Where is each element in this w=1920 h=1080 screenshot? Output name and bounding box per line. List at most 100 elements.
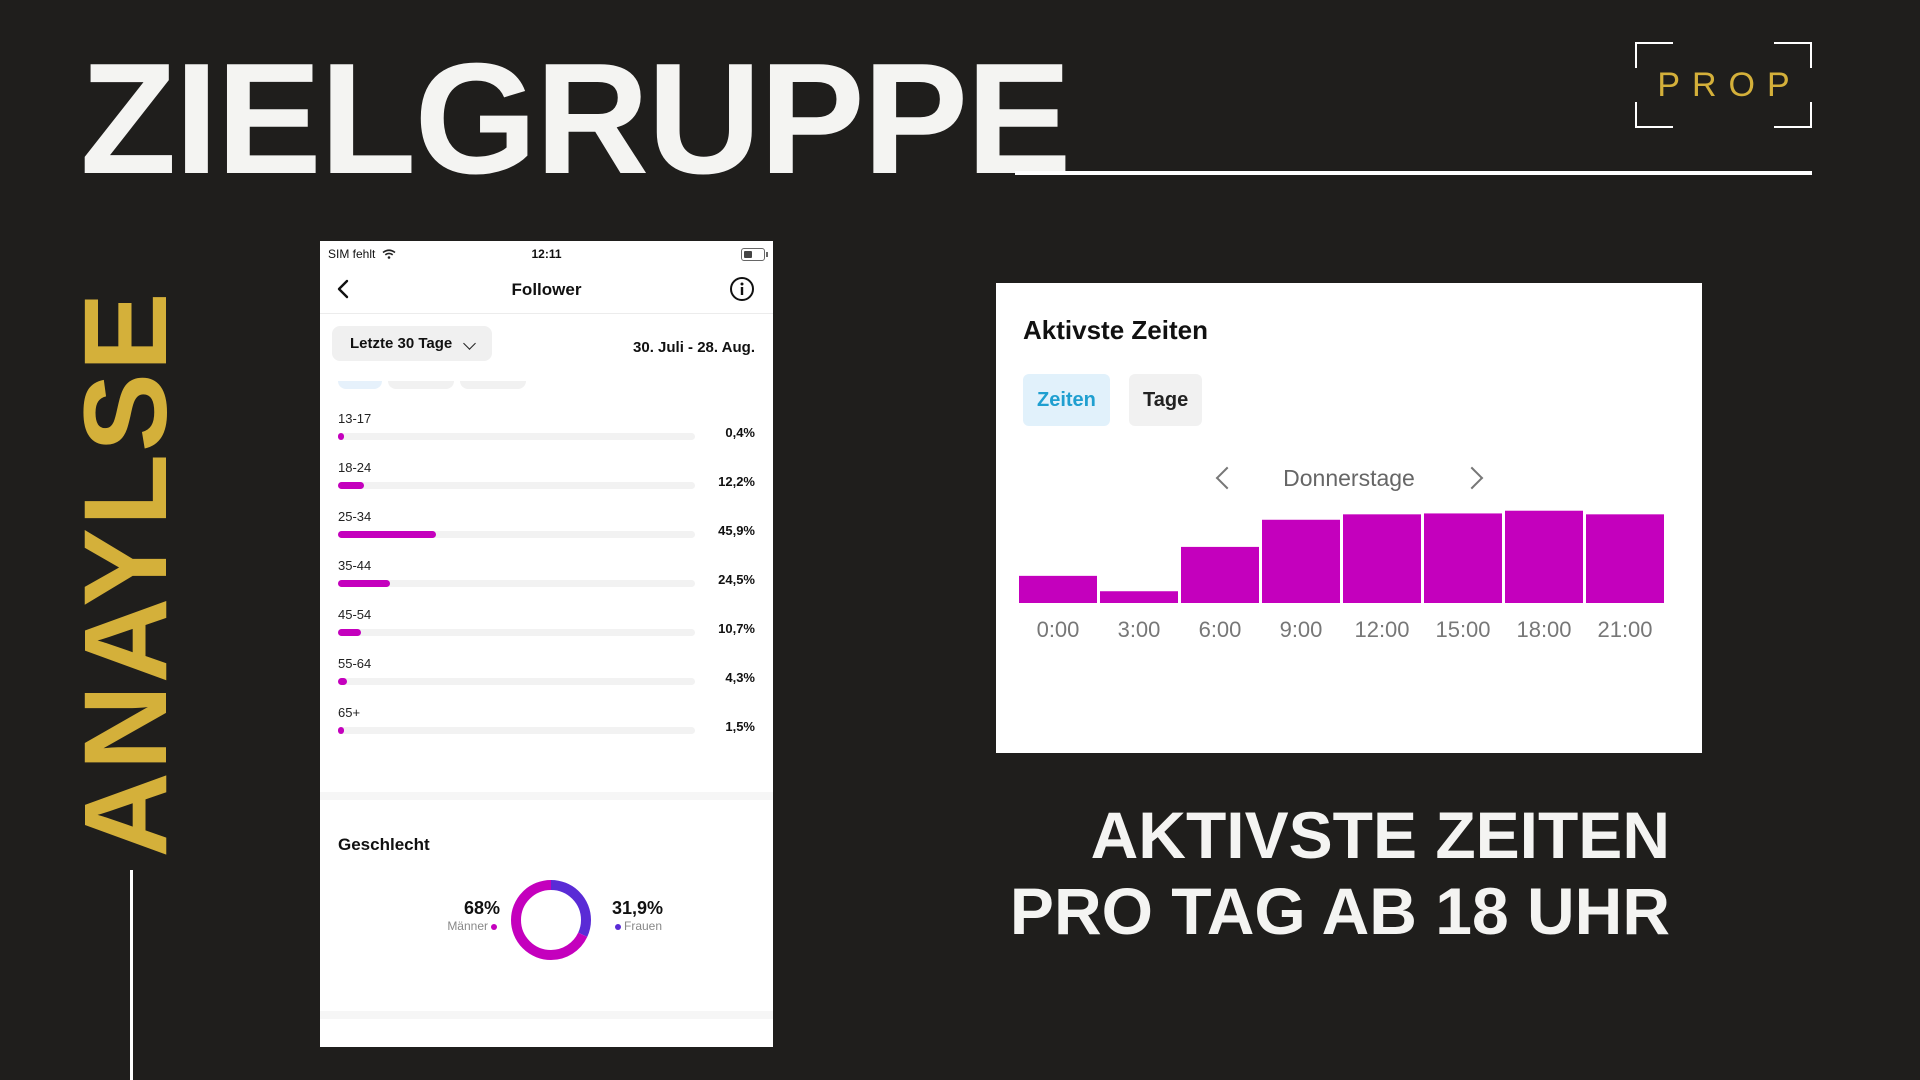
side-word: ANAYLSE [74,282,178,866]
status-bar: SIM fehlt 12:11 [320,241,773,267]
age-label: 13-17 [338,411,372,426]
caption-line-1: AKTIVSTE ZEITEN [1090,798,1670,872]
age-label: 35-44 [338,558,372,573]
caption-line-2: PRO TAG AB 18 UHR [1009,874,1670,948]
x-tick-label: 0:00 [1037,617,1080,642]
date-range-dropdown[interactable]: Letzte 30 Tage [332,326,493,361]
age-row: 45-54 10,7% [320,607,773,656]
age-bar-fill [338,531,437,538]
date-range-label: Letzte 30 Tage [350,335,453,352]
status-clock: 12:11 [531,247,562,261]
follower-screenshot: SIM fehlt 12:11 Follower Letzte 30 Tage … [320,241,773,1047]
age-percentage: 12,2% [718,474,755,489]
nav-title: Follower [511,280,582,299]
tab-tage[interactable]: Tage [1129,374,1203,426]
age-label: 55-64 [338,656,372,671]
age-bar-track [338,727,695,734]
gender-donut-chart [511,880,591,960]
men-dot [491,923,497,930]
age-bar-track [338,678,695,685]
page-title: ZIELGRUPPE [80,31,1072,207]
active-times-card: Aktivste Zeiten Zeiten Tage Donnerstage … [996,283,1702,753]
age-bar-fill [338,482,365,489]
section-divider [320,792,773,800]
age-bar-track [338,580,695,587]
section-divider [320,1011,773,1019]
x-tick-label: 21:00 [1597,617,1652,642]
title-underline [1015,171,1812,175]
carrier-status: SIM fehlt [328,247,396,261]
age-label: 18-24 [338,460,372,475]
age-bar-fill [338,433,344,440]
segment-tab[interactable] [460,381,526,389]
date-range-dates: 30. Juli - 28. Aug. [633,339,755,356]
x-tick-label: 3:00 [1118,617,1161,642]
chevron-down-icon [463,337,477,350]
x-tick-label: 18:00 [1516,617,1571,642]
chart-bar [1100,591,1178,603]
age-bar-track [338,482,695,489]
info-icon[interactable] [729,276,755,302]
segment-tab[interactable] [338,381,382,389]
nav-bar: Follower [320,267,773,314]
age-label: 25-34 [338,509,372,524]
age-label: 65+ [338,705,361,720]
segment-tabs-hidden [338,376,532,394]
age-bar-fill [338,727,344,734]
active-times-title: Aktivste Zeiten [1023,315,1208,345]
logo-corner [1635,42,1673,68]
side-line [130,870,133,1080]
gender-men: 68% Männer [410,898,500,933]
chart-bar [1343,514,1421,603]
battery-icon [741,248,768,261]
age-row: 55-64 4,3% [320,656,773,705]
donut-slice-men [511,880,591,960]
chart-bar [1505,510,1583,603]
age-bar-track [338,531,695,538]
gender-women: 31,9% Frauen [612,898,663,933]
chart-bar [1424,513,1502,603]
tab-zeiten[interactable]: Zeiten [1023,374,1110,426]
chart-bar [1586,514,1664,603]
chart-bar [1181,546,1259,603]
age-bar-fill [338,678,348,685]
age-row: 35-44 24,5% [320,558,773,607]
age-row: 65+ 1,5% [320,705,773,754]
day-navigator: Donnerstage [996,458,1702,498]
age-row: 25-34 45,9% [320,509,773,558]
segment-tab[interactable] [388,381,454,389]
age-distribution: 13-17 0,4% 18-24 12,2% 25-34 45,9% 35-44 24,5% 4… [320,411,773,754]
age-bar-fill [338,629,361,636]
caption: AKTIVSTE ZEITEN PRO TAG AB 18 UHR [1010,797,1670,949]
day-label: Donnerstage [1283,465,1415,491]
age-percentage: 24,5% [718,572,755,587]
age-bar-track [338,629,695,636]
side-word-text: ANAYLSE [74,290,178,858]
gender-women-label: Frauen [624,919,663,933]
x-tick-label: 9:00 [1280,617,1323,642]
x-tick-label: 6:00 [1199,617,1242,642]
logo-text: PROP [1657,65,1802,104]
gender-men-value: 68% [463,898,500,918]
date-range-row: Letzte 30 Tage 30. Juli - 28. Aug. [320,314,773,389]
x-tick-label: 12:00 [1354,617,1409,642]
wifi-icon [382,249,396,259]
logo-corner [1635,102,1673,128]
x-tick-label: 15:00 [1435,617,1490,642]
chevron-left-icon[interactable] [332,277,356,301]
age-label: 45-54 [338,607,372,622]
chart-bar [1262,519,1340,603]
chart-bar [1019,575,1097,603]
age-percentage: 1,5% [725,719,755,734]
age-bar-track [338,433,695,440]
women-dot [615,923,621,930]
logo-corner [1774,42,1812,68]
gender-women-value: 31,9% [612,898,664,918]
logo-corner [1774,102,1812,128]
prop-logo: PROP [1635,42,1812,128]
gender-title: Geschlecht [338,835,430,854]
age-bar-fill [338,580,391,587]
age-percentage: 0,4% [725,425,755,440]
active-times-chart: 0:00 3:00 6:00 9:00 12:00 15:00 18:00 21:00 [1019,510,1664,642]
age-row: 13-17 0,4% [320,411,773,460]
